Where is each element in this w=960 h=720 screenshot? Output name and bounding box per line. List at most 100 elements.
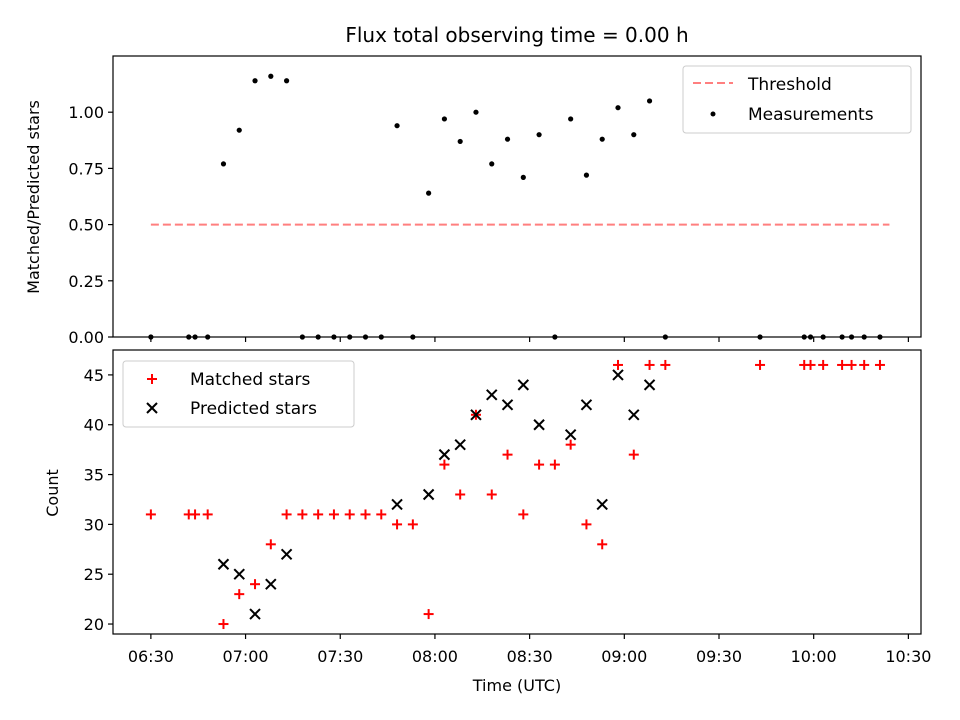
x-tick-label: 07:00 (223, 647, 269, 666)
top-y-tick-label: 0.75 (68, 159, 104, 178)
legend-matched-label: Matched stars (190, 370, 310, 390)
bottom-y-tick-label: 40 (84, 416, 104, 435)
measurement-point (283, 78, 290, 84)
predicted-star-point (643, 379, 656, 391)
top-y-axis-label: Matched/Predicted stars (24, 100, 43, 294)
chart-title: Flux total observing time = 0.00 h (345, 23, 688, 47)
x-tick-label: 06:30 (128, 647, 174, 666)
matched-star-point (234, 589, 245, 600)
top-y-tick-label: 0.25 (68, 272, 104, 291)
bottom-y-tick-label: 45 (84, 366, 104, 385)
matched-star-point (265, 539, 276, 550)
matched-star-point (597, 539, 608, 550)
x-tick-label: 09:00 (601, 647, 647, 666)
matched-star-point (407, 519, 418, 530)
measurement-point (615, 105, 621, 111)
matched-star-point (486, 489, 497, 500)
bottom-y-tick-label: 35 (84, 466, 104, 485)
predicted-star-point (438, 448, 451, 461)
predicted-star-point (533, 419, 545, 431)
measurement-point (504, 136, 511, 142)
matched-star-point (202, 509, 213, 520)
bottom-y-axis-label: Count (43, 469, 62, 517)
matched-star-point (818, 359, 829, 370)
measurement-point (220, 161, 227, 167)
matched-star-point (755, 359, 766, 370)
x-tick-label: 08:30 (507, 647, 553, 666)
predicted-points (217, 369, 656, 620)
matched-star-point (455, 489, 466, 500)
measurement-point (441, 116, 448, 122)
bottom-y-ticks: 20 25 30 35 40 45 (84, 366, 113, 634)
x-tick-label: 09:30 (696, 647, 742, 666)
matched-star-point (660, 359, 671, 370)
legend-threshold-label: Threshold (747, 75, 832, 95)
predicted-star-point (470, 409, 482, 421)
bottom-panel: 20 25 30 35 40 45 06:30 07:00 07:30 08:00 08:30 09… (43, 349, 931, 695)
measurement-point (568, 116, 574, 122)
predicted-star-point (249, 608, 261, 620)
predicted-star-point (501, 399, 514, 411)
predicted-star-point (233, 568, 245, 580)
measurement-point (583, 172, 590, 178)
x-tick-label: 07:30 (317, 647, 363, 666)
measurement-point (489, 161, 495, 167)
matched-star-point (218, 619, 229, 630)
top-y-tick-label: 0.00 (68, 328, 104, 347)
matched-star-point (874, 359, 885, 370)
measurement-point (268, 73, 274, 79)
matched-star-point (644, 359, 655, 370)
matched-star-point (392, 519, 403, 530)
matched-star-point (846, 359, 857, 370)
bottom-y-tick-label: 25 (84, 565, 104, 584)
top-legend: Threshold Measurements (682, 65, 912, 134)
x-tick-label: 10:30 (885, 647, 931, 666)
bottom-legend: Matched stars Predicted stars (122, 360, 355, 428)
predicted-star-point (596, 498, 608, 511)
predicted-star-point (422, 488, 435, 501)
legend-measurements-swatch (710, 111, 716, 117)
top-y-tick-label: 0.50 (68, 216, 104, 235)
matched-star-point (145, 509, 156, 520)
top-y-ticks: 0.00 0.25 0.50 0.75 1.00 (68, 103, 113, 347)
measurement-point (536, 132, 542, 138)
measurement-point (394, 123, 400, 129)
matched-star-point (439, 459, 450, 470)
legend-predicted-swatch (146, 402, 158, 414)
predicted-star-point (486, 389, 498, 401)
measurement-point (426, 190, 432, 196)
predicted-star-point (580, 399, 593, 411)
matched-star-point (502, 449, 513, 460)
measurement-point (631, 132, 637, 138)
matched-star-point (360, 509, 371, 520)
matched-star-point (344, 509, 355, 520)
matched-star-point (565, 439, 576, 450)
predicted-star-point (564, 428, 577, 441)
x-tick-label: 10:00 (791, 647, 837, 666)
measurement-point (646, 98, 653, 104)
legend-matched-swatch (147, 374, 157, 384)
matched-star-point (328, 509, 339, 520)
predicted-star-point (265, 578, 277, 590)
bottom-x-ticks: 06:30 07:00 07:30 08:00 08:30 09:00 09:30 10:00… (128, 634, 931, 666)
matched-star-point (190, 509, 201, 520)
bottom-y-tick-label: 20 (84, 615, 104, 634)
top-x-ticks (150, 337, 909, 342)
predicted-star-point (391, 498, 403, 511)
measurement-point (520, 174, 526, 180)
measurement-point (599, 136, 605, 142)
top-panel: 0.00 0.25 0.50 0.75 1.00 Matched/Predicted s… (24, 55, 922, 347)
matched-star-point (613, 359, 623, 370)
measurement-point (252, 78, 258, 84)
measurement-points (148, 73, 883, 340)
matched-star-point (250, 579, 261, 590)
matched-star-point (534, 459, 545, 470)
legend-predicted-label: Predicted stars (190, 399, 317, 419)
predicted-star-point (217, 558, 230, 570)
matched-star-point (859, 359, 870, 370)
predicted-star-point (280, 548, 293, 560)
matched-star-point (549, 459, 560, 470)
predicted-star-point (612, 369, 624, 381)
top-axes-frame (112, 55, 922, 338)
